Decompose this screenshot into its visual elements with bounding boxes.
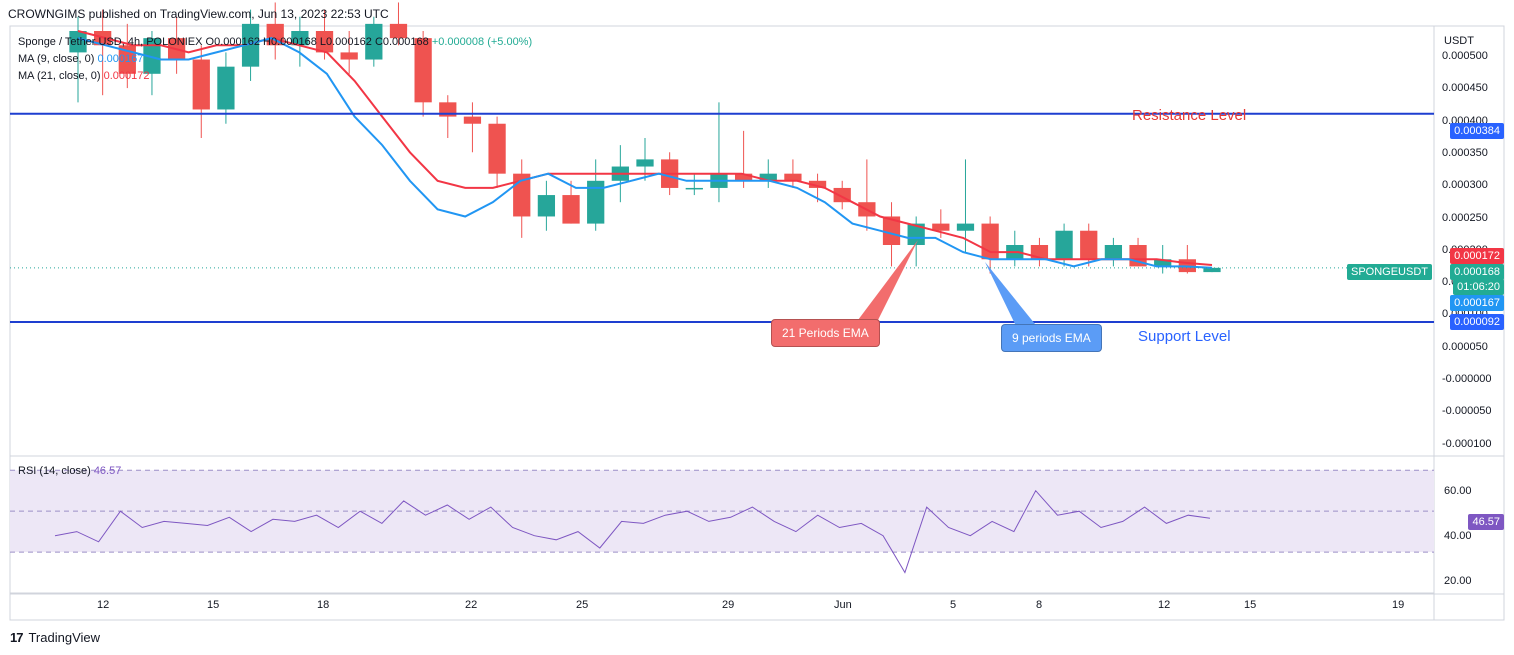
rsi-label: RSI (14, close) bbox=[18, 465, 91, 477]
candle-body bbox=[562, 195, 580, 224]
price-tick-label: -0.000000 bbox=[1442, 373, 1492, 385]
ma21-price-tag: 0.000172 bbox=[1450, 248, 1504, 264]
ema9-callout[interactable]: 9 periods EMA bbox=[1001, 324, 1102, 352]
candle-body bbox=[734, 173, 753, 181]
candle-body bbox=[340, 52, 358, 60]
ma9-price-tag: 0.000167 bbox=[1450, 295, 1504, 311]
candle-body bbox=[192, 59, 210, 110]
symbol-legend: Sponge / Tether USD, 4h, POLONIEX O0.000… bbox=[18, 36, 532, 48]
candle-body bbox=[291, 31, 309, 46]
countdown-tag: 01:06:20 bbox=[1453, 279, 1504, 295]
time-tick-label: Jun bbox=[834, 599, 852, 611]
candle-body bbox=[636, 159, 654, 167]
candle-body bbox=[69, 31, 87, 53]
candle-body bbox=[1154, 259, 1172, 267]
last-price-tag: 0.000168 bbox=[1450, 264, 1504, 280]
candle-body bbox=[587, 180, 605, 224]
resistance-price-tag: 0.000384 bbox=[1450, 123, 1504, 139]
price-tick-label: -0.000050 bbox=[1442, 405, 1492, 418]
candle-body bbox=[1055, 230, 1073, 260]
candle-body bbox=[414, 38, 432, 103]
rsi-tick-label: 40.00 bbox=[1444, 530, 1472, 542]
time-tick-label: 5 bbox=[950, 599, 957, 611]
candle-body bbox=[956, 223, 975, 231]
candle-body bbox=[907, 223, 925, 245]
ma9-value: 0.000167 bbox=[97, 53, 144, 65]
time-axis-frame bbox=[9, 593, 1505, 621]
time-tick-label: 19 bbox=[1392, 599, 1405, 611]
symbol-price-tag: SPONGEUSDT bbox=[1346, 264, 1432, 280]
candle-body bbox=[241, 23, 260, 67]
footer-brand[interactable]: TradingView bbox=[28, 630, 101, 645]
publisher-line: CROWNGIMS published on TradingView.com, … bbox=[8, 7, 389, 21]
candle-body bbox=[315, 31, 334, 53]
tradingview-logo-icon: 17 bbox=[10, 630, 24, 645]
time-tick-label: 15 bbox=[207, 599, 220, 611]
time-tick-label: 22 bbox=[465, 599, 478, 611]
candle-body bbox=[685, 187, 703, 190]
candle-body bbox=[537, 195, 556, 217]
rsi-line bbox=[54, 489, 1211, 574]
candle-body bbox=[463, 116, 482, 124]
time-tick-label: 25 bbox=[576, 599, 589, 611]
price-change: +0.000008 (+5.00%) bbox=[431, 36, 533, 48]
time-tick-label: 15 bbox=[1244, 599, 1257, 611]
candle-body bbox=[488, 123, 506, 174]
support-price-tag: 0.000092 bbox=[1450, 314, 1504, 330]
candle-body bbox=[784, 173, 802, 181]
candle-body bbox=[759, 173, 777, 181]
rsi-legend[interactable]: RSI (14, close) 46.57 bbox=[18, 465, 121, 477]
price-tick-label: 0.000350 bbox=[1442, 146, 1488, 159]
symbol-title[interactable]: Sponge / Tether USD, 4h, POLONIEX bbox=[18, 36, 203, 48]
ema9-callout-pointer bbox=[985, 262, 1035, 324]
rsi-value-tag: 46.57 bbox=[1468, 514, 1504, 530]
footer: 17 TradingView bbox=[10, 630, 100, 645]
ema21-callout[interactable]: 21 Periods EMA bbox=[771, 319, 880, 347]
candle-body bbox=[1203, 267, 1221, 273]
candle-body bbox=[143, 38, 161, 74]
time-tick-label: 12 bbox=[1158, 599, 1171, 611]
price-tick-label: -0.000100 bbox=[1442, 437, 1492, 450]
candle-body bbox=[217, 66, 235, 110]
candle-body bbox=[808, 180, 827, 188]
rsi-value: 46.57 bbox=[93, 465, 122, 477]
time-tick-label: 18 bbox=[317, 599, 330, 611]
price-tick-label: 0.000250 bbox=[1442, 211, 1488, 224]
candle-body bbox=[981, 223, 999, 260]
time-tick-label: 8 bbox=[1036, 599, 1043, 611]
rsi-tick-label: 20.00 bbox=[1444, 575, 1472, 587]
candle-body bbox=[389, 23, 408, 39]
ma21-legend[interactable]: MA (21, close, 0) 0.000172 bbox=[18, 70, 150, 82]
rsi-tick-label: 60.00 bbox=[1444, 485, 1472, 497]
ohlc-values: O0.000162 H0.000168 L0.000162 C0.000168 bbox=[205, 36, 429, 48]
ma9-legend[interactable]: MA (9, close, 0) 0.000167 bbox=[18, 53, 143, 65]
ma21-value: 0.000172 bbox=[103, 70, 150, 82]
price-tick-label: 0.000450 bbox=[1442, 82, 1488, 95]
candle-body bbox=[365, 23, 383, 60]
ema21-callout-pointer bbox=[858, 240, 918, 320]
candle-body bbox=[1104, 245, 1123, 260]
ma9-line bbox=[77, 37, 1213, 269]
candle-body bbox=[932, 223, 950, 231]
price-tick-label: 0.000300 bbox=[1442, 179, 1488, 192]
currency-label: USDT bbox=[1444, 35, 1474, 47]
candle-body bbox=[882, 216, 901, 245]
price-tick-label: 0.000500 bbox=[1442, 50, 1488, 62]
resistance-level-label: Resistance Level bbox=[1132, 107, 1247, 124]
time-tick-label: 12 bbox=[97, 599, 110, 611]
ma9-label: MA (9, close, 0) bbox=[18, 53, 95, 65]
ma21-label: MA (21, close, 0) bbox=[18, 70, 101, 82]
candle-body bbox=[1080, 230, 1098, 260]
support-level-label: Support Level bbox=[1138, 328, 1231, 345]
price-tick-label: 0.000050 bbox=[1442, 340, 1488, 353]
time-tick-label: 29 bbox=[722, 599, 735, 611]
